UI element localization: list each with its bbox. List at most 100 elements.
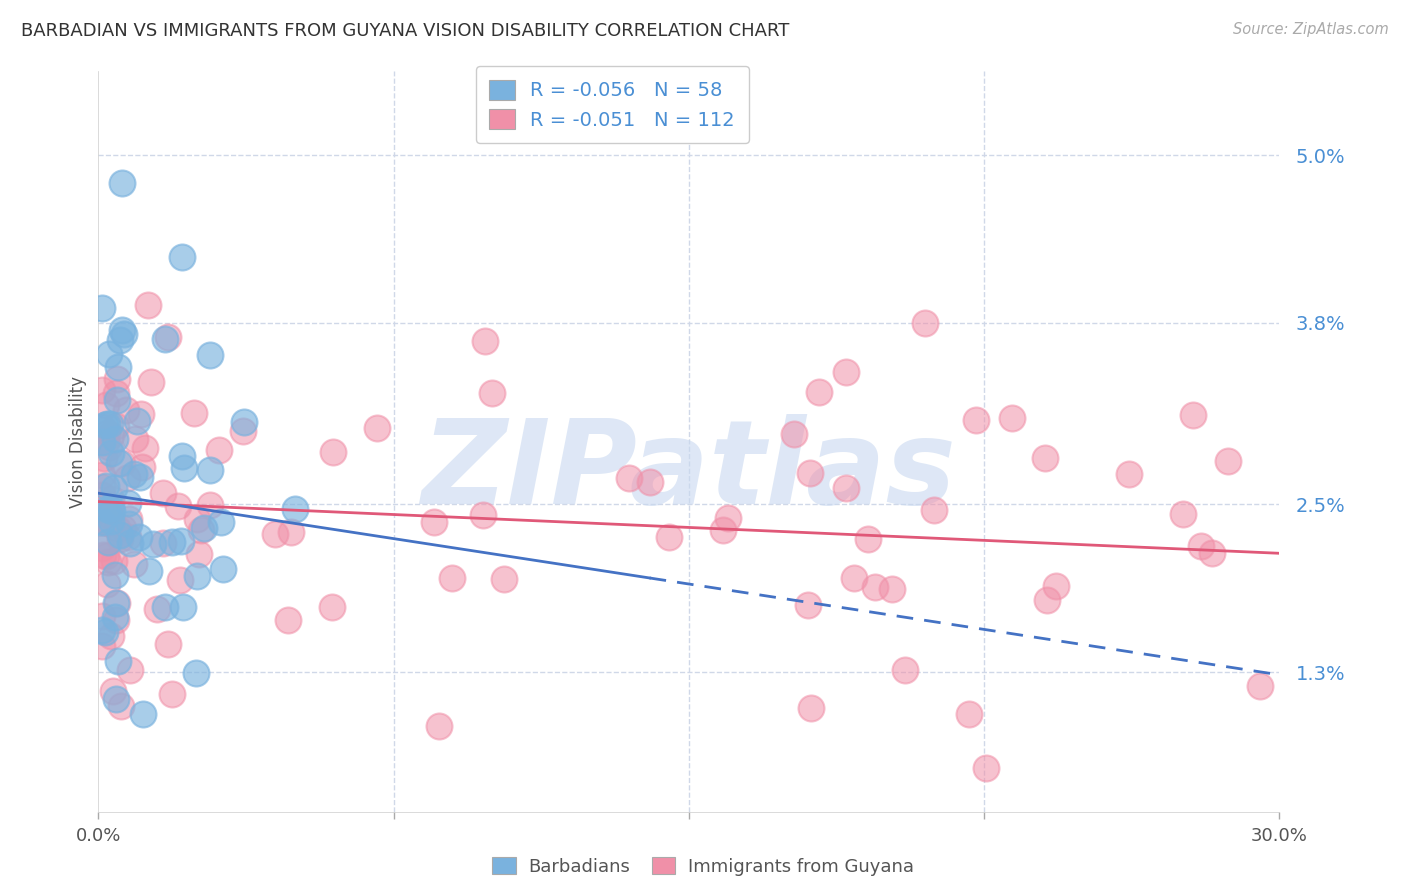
Point (117, 511, 139, 525)
Point (965, 413, 987, 427)
Point (145, 601, 167, 615)
Point (142, 537, 165, 551)
Point (717, 511, 740, 525)
Point (1181, 408, 1204, 422)
Point (914, 316, 936, 330)
Point (474, 334, 496, 348)
Point (131, 408, 153, 422)
Point (783, 426, 806, 441)
Point (115, 403, 138, 417)
Text: ZIPatlas: ZIPatlas (422, 414, 956, 529)
Point (94, 399, 117, 413)
Point (169, 573, 191, 587)
Point (117, 471, 139, 485)
Point (481, 385, 503, 400)
Point (104, 613, 127, 627)
Point (152, 535, 174, 549)
Point (894, 663, 917, 677)
Point (104, 568, 127, 582)
Point (1001, 411, 1024, 425)
Point (170, 534, 193, 549)
Point (91, 383, 114, 397)
Point (111, 521, 134, 535)
Point (160, 535, 183, 549)
Point (105, 418, 128, 433)
Point (183, 406, 205, 420)
Point (132, 706, 155, 721)
Point (100, 500, 122, 515)
Point (366, 421, 388, 435)
Point (91, 515, 114, 529)
Point (100, 427, 122, 442)
Point (638, 475, 661, 489)
Point (711, 523, 734, 537)
Point (856, 532, 879, 546)
Point (111, 456, 134, 470)
Point (91, 301, 114, 315)
Point (122, 557, 145, 571)
Point (118, 664, 141, 678)
Point (863, 580, 886, 594)
Point (198, 463, 221, 477)
Point (112, 326, 135, 341)
Y-axis label: Vision Disability: Vision Disability (69, 376, 87, 508)
Point (110, 699, 132, 714)
Point (1216, 454, 1239, 468)
Point (190, 523, 212, 537)
Point (880, 582, 903, 596)
Point (105, 596, 128, 610)
Point (111, 323, 134, 337)
Point (100, 417, 122, 431)
Point (797, 599, 820, 613)
Point (134, 442, 156, 456)
Point (129, 470, 152, 484)
Point (100, 514, 122, 528)
Point (423, 515, 446, 529)
Point (91, 420, 114, 434)
Point (105, 393, 128, 408)
Point (100, 503, 122, 517)
Point (1201, 546, 1223, 560)
Point (104, 610, 127, 624)
Point (91, 468, 114, 483)
Point (118, 536, 141, 550)
Point (105, 386, 128, 401)
Point (124, 432, 146, 446)
Point (91, 502, 114, 516)
Point (94, 496, 117, 510)
Point (212, 562, 235, 576)
Point (94, 435, 117, 450)
Point (166, 499, 188, 513)
Point (233, 415, 256, 429)
Point (1118, 467, 1140, 481)
Point (118, 516, 141, 531)
Point (105, 372, 128, 386)
Point (799, 467, 821, 481)
Point (138, 564, 160, 578)
Point (835, 481, 858, 495)
Point (107, 654, 129, 668)
Point (842, 571, 865, 585)
Point (94, 479, 117, 493)
Point (91, 639, 114, 653)
Point (922, 502, 945, 516)
Point (110, 527, 132, 541)
Point (97, 347, 120, 361)
Point (617, 471, 640, 485)
Point (110, 333, 132, 347)
Point (284, 502, 307, 516)
Point (153, 599, 176, 614)
Point (96, 549, 118, 563)
Point (96, 555, 118, 569)
Point (108, 456, 131, 470)
Point (193, 521, 215, 535)
Legend: Barbadians, Immigrants from Guyana: Barbadians, Immigrants from Guyana (485, 850, 921, 883)
Point (173, 461, 195, 475)
Point (96, 417, 118, 431)
Point (186, 568, 208, 582)
Point (172, 449, 194, 463)
Point (440, 571, 463, 585)
Point (208, 443, 231, 458)
Point (91, 488, 114, 502)
Point (107, 359, 129, 374)
